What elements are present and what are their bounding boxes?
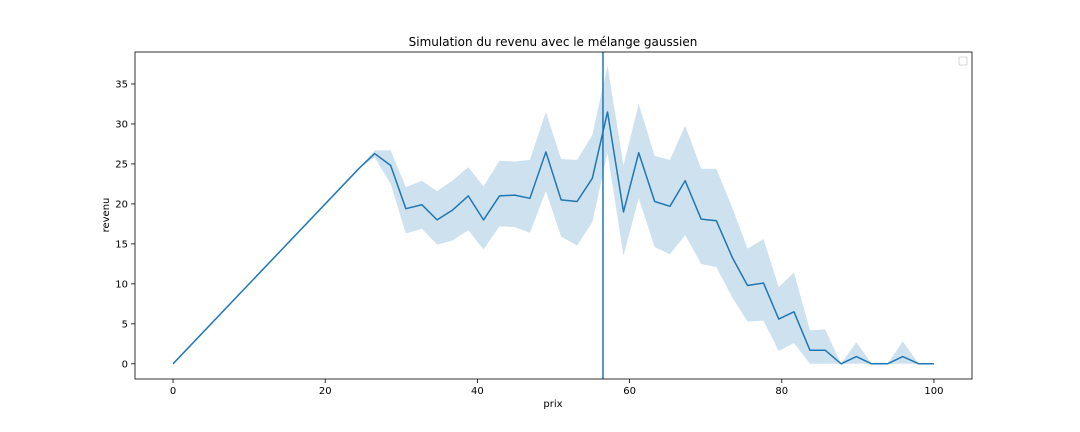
series-line-layer	[172, 111, 934, 365]
y-axis-ticks: 0 5 10 15 20 25 30 35	[115, 79, 135, 370]
x-axis-ticks: 0 20 40 60 80 100	[170, 379, 944, 397]
x-tick-label: 100	[924, 386, 943, 397]
series-line	[172, 111, 934, 365]
y-tick-label: 35	[115, 79, 128, 90]
y-tick-label: 30	[115, 119, 128, 130]
x-tick-label: 80	[775, 386, 788, 397]
plot-frame	[134, 51, 973, 380]
y-tick-label: 20	[115, 199, 128, 210]
legend-box	[958, 56, 968, 66]
x-tick-label: 40	[471, 386, 484, 397]
confidence-band-layer	[173, 65, 934, 364]
x-axis-label: prix	[543, 399, 562, 410]
y-tick-label: 15	[115, 239, 128, 250]
x-tick-label: 20	[319, 386, 332, 397]
confidence-band	[173, 65, 934, 364]
x-tick-label: 0	[170, 386, 176, 397]
y-tick-label: 10	[115, 279, 128, 290]
x-tick-label: 60	[623, 386, 636, 397]
y-tick-label: 5	[122, 319, 128, 330]
y-tick-label: 0	[122, 359, 128, 370]
chart-title: Simulation du revenu avec le mélange gau…	[409, 35, 698, 49]
y-tick-label: 25	[115, 159, 128, 170]
y-axis-label: revenu	[101, 198, 112, 233]
